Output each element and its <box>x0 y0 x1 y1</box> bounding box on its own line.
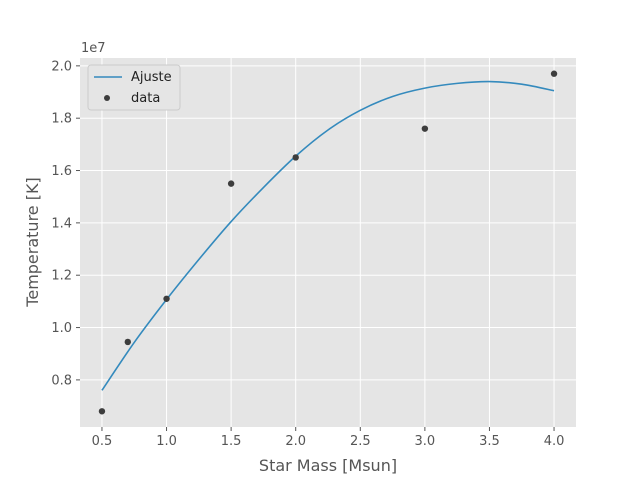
x-tick-label: 1.0 <box>156 434 177 449</box>
legend: Ajuste data <box>87 64 181 111</box>
data-point <box>292 154 299 161</box>
y-tick-label: 1.8 <box>51 112 72 127</box>
ticks: 0.5 1.0 1.5 2.0 2.5 3.0 3.5 4.0 0.8 1.0 1.2 1.4 1.6 1… <box>51 59 564 449</box>
y-tick-label: 1.6 <box>51 164 72 179</box>
fit-curve-ajuste <box>101 80 555 391</box>
data-point <box>550 70 558 77</box>
data-point <box>124 338 131 346</box>
data-point <box>98 408 106 415</box>
data-point <box>227 180 235 187</box>
y-tick-label: 1.4 <box>51 216 72 231</box>
x-tick-label: 4.0 <box>544 434 565 449</box>
x-tick-label: 2.0 <box>285 434 306 449</box>
y-tick-label: 1.2 <box>51 269 72 284</box>
legend-label-ajuste: Ajuste <box>131 70 172 85</box>
y-tick-label: 1.0 <box>51 321 72 336</box>
y-tick-label: 0.8 <box>51 373 72 388</box>
data-point <box>421 125 429 132</box>
plot-background <box>80 58 576 427</box>
legend-dot-swatch <box>104 95 110 101</box>
x-tick-label: 2.5 <box>350 434 371 449</box>
data-point <box>163 295 170 302</box>
legend-label-data: data <box>131 91 160 106</box>
x-tick-label: 1.5 <box>221 434 242 449</box>
x-axis-label: Star Mass [Msun] <box>259 456 397 475</box>
y-offset-label: 1e7 <box>81 41 106 56</box>
grid <box>80 58 576 427</box>
x-tick-label: 0.5 <box>92 434 113 449</box>
x-tick-label: 3.5 <box>479 434 500 449</box>
y-tick-label: 2.0 <box>51 59 72 74</box>
y-axis-label: Temperature [K] <box>23 177 42 307</box>
series-layer <box>98 70 558 415</box>
x-tick-label: 3.0 <box>415 434 436 449</box>
